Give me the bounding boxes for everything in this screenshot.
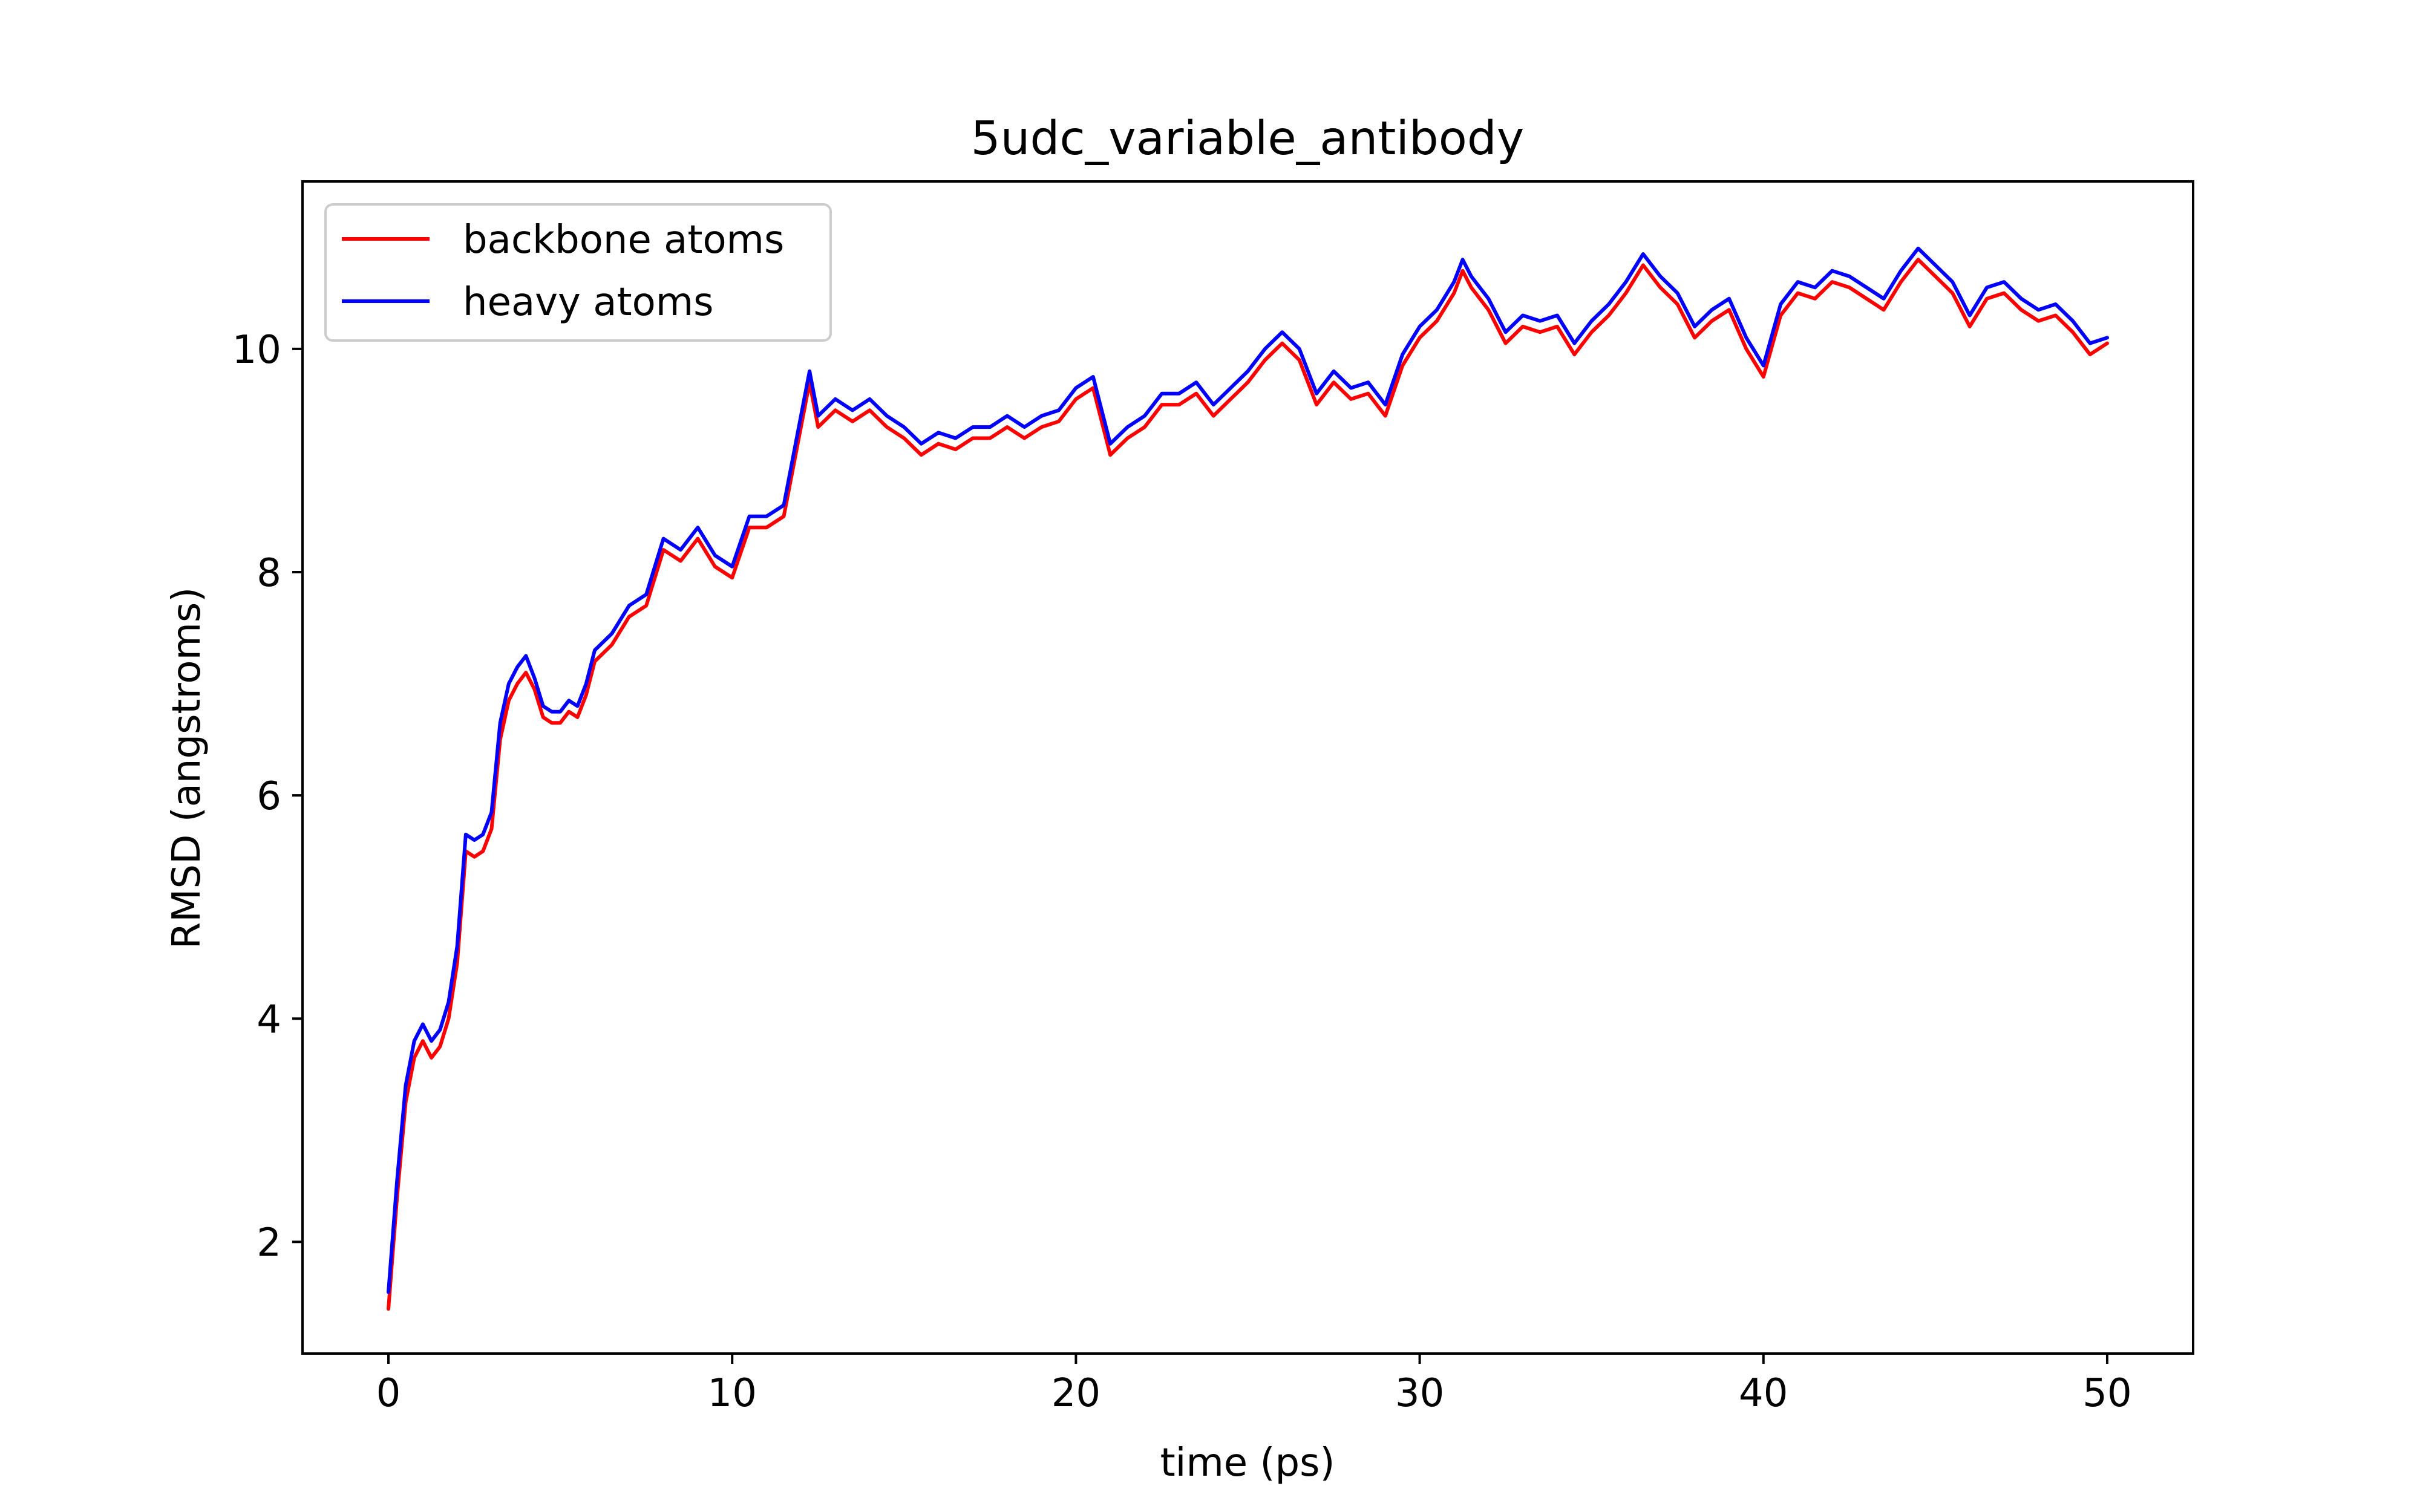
legend-label-1: backbone atoms [463,218,784,262]
y-axis-label: RMSD (angstroms) [165,587,209,949]
x-tick-label: 40 [1739,1371,1788,1416]
chart-title: 5udc_variable_antibody [971,112,1525,166]
x-tick-label: 50 [2082,1371,2131,1416]
y-tick-label: 2 [257,1220,281,1265]
series-line-2 [387,246,2109,1294]
y-tick-label: 10 [232,328,281,373]
x-tick-label: 10 [708,1371,757,1416]
x-tick-label: 20 [1051,1371,1100,1416]
legend: backbone atoms heavy atoms [324,203,832,342]
legend-box [324,203,832,342]
x-tick-label: 30 [1395,1371,1444,1416]
series-layer [387,246,2109,1311]
legend-label-2: heavy atoms [463,280,713,325]
series-line-1 [387,258,2109,1311]
x-tick-label: 0 [376,1371,401,1416]
y-tick-label: 4 [257,997,281,1042]
x-axis-label: time (ps) [1160,1441,1335,1485]
y-axis-ticks: 2 4 6 8 10 [232,328,302,1265]
y-tick-label: 8 [257,551,281,596]
x-axis-ticks: 0 10 20 30 40 50 [376,1354,2132,1416]
plot-frame [301,180,2194,1355]
y-tick-label: 6 [257,774,281,819]
